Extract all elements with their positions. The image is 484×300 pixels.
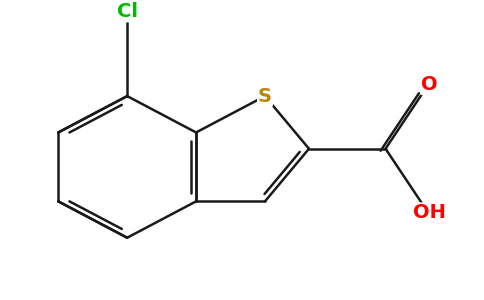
Text: O: O xyxy=(421,75,438,94)
Text: OH: OH xyxy=(413,203,446,222)
Text: Cl: Cl xyxy=(117,2,137,22)
Text: S: S xyxy=(258,87,272,106)
